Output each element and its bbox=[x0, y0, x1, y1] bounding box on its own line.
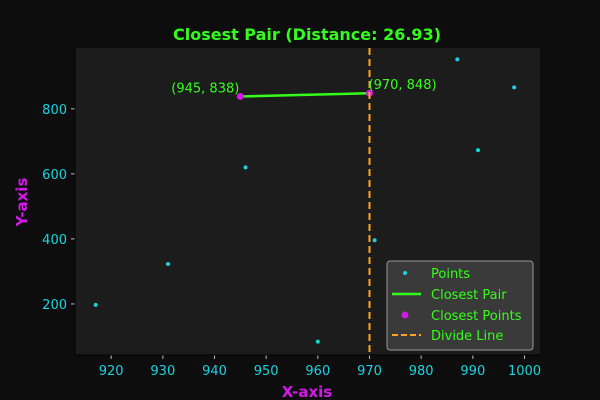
y-tick-label: 400 bbox=[42, 233, 67, 248]
x-ticks: 920 930 940 950 960 970 980 990 1000 bbox=[99, 355, 541, 379]
x-tick-label: 990 bbox=[460, 364, 485, 379]
scatter-point bbox=[315, 339, 320, 344]
x-tick-label: 1000 bbox=[508, 364, 541, 379]
x-tick-label: 940 bbox=[202, 364, 227, 379]
scatter-point bbox=[166, 261, 170, 266]
y-tick-label: 200 bbox=[42, 298, 67, 313]
scatter-point bbox=[243, 165, 248, 170]
x-axis-label: X-axis bbox=[282, 383, 333, 400]
legend-entry-closest-pair: Closest Pair bbox=[431, 288, 507, 303]
legend-points-marker bbox=[403, 271, 407, 275]
y-tick-label: 600 bbox=[42, 168, 67, 183]
closest-point bbox=[236, 92, 244, 100]
legend-entry-closest-points: Closest Points bbox=[431, 309, 522, 324]
chart-title: Closest Pair (Distance: 26.93) bbox=[173, 25, 441, 44]
y-axis-label: Y-axis bbox=[13, 178, 31, 228]
scatter-point bbox=[455, 57, 460, 62]
scatter-point bbox=[372, 238, 377, 243]
legend-box bbox=[386, 260, 534, 351]
x-tick-label: 980 bbox=[409, 364, 434, 379]
scatter-point bbox=[93, 302, 98, 307]
y-tick-label: 800 bbox=[42, 103, 67, 118]
closest-point-label: (945, 838) bbox=[171, 81, 239, 96]
legend-closest-points-marker bbox=[401, 311, 409, 319]
closest-point-label: (970, 848) bbox=[369, 78, 437, 93]
scatter-point bbox=[476, 148, 480, 153]
x-tick-label: 920 bbox=[99, 364, 124, 379]
scatter-point bbox=[512, 85, 517, 90]
plot-marks: (945, 838) (970, 848) bbox=[93, 48, 517, 355]
y-ticks: 200 400 600 800 bbox=[42, 103, 75, 313]
x-tick-label: 960 bbox=[305, 364, 330, 379]
closest-pair-line bbox=[240, 91, 370, 98]
legend: Points Closest Pair Closest Points Divid… bbox=[386, 260, 534, 351]
legend-entry-points: Points bbox=[431, 267, 470, 282]
x-tick-label: 950 bbox=[254, 364, 279, 379]
x-tick-label: 930 bbox=[150, 364, 175, 379]
legend-entry-divide-line: Divide Line bbox=[431, 329, 503, 344]
x-tick-label: 970 bbox=[357, 364, 382, 379]
